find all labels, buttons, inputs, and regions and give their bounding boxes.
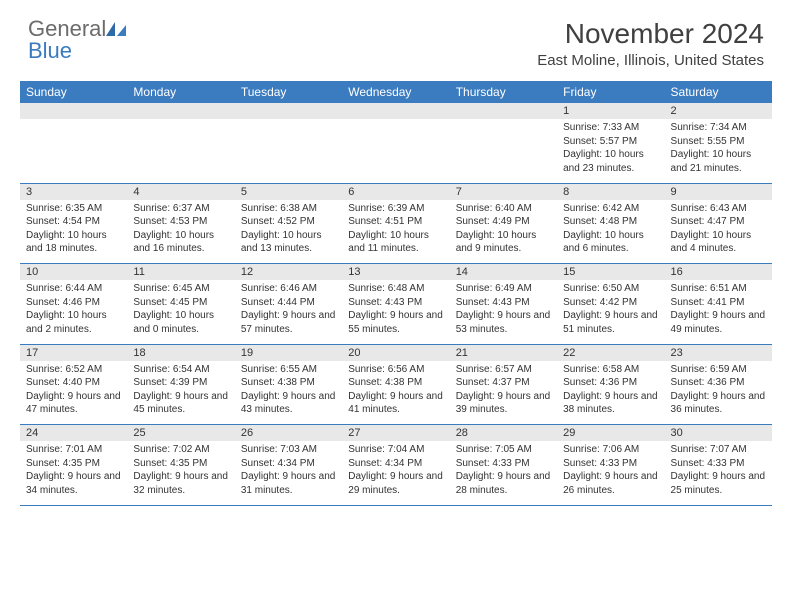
day-number-cell bbox=[127, 103, 234, 119]
day-detail-cell: Sunrise: 6:42 AMSunset: 4:48 PMDaylight:… bbox=[557, 200, 664, 264]
day-detail-cell: Sunrise: 7:07 AMSunset: 4:33 PMDaylight:… bbox=[665, 441, 772, 505]
day-detail-cell: Sunrise: 6:52 AMSunset: 4:40 PMDaylight:… bbox=[20, 361, 127, 425]
day-detail-cell: Sunrise: 6:40 AMSunset: 4:49 PMDaylight:… bbox=[450, 200, 557, 264]
day-detail-cell: Sunrise: 7:34 AMSunset: 5:55 PMDaylight:… bbox=[665, 119, 772, 183]
day-detail-cell: Sunrise: 6:39 AMSunset: 4:51 PMDaylight:… bbox=[342, 200, 449, 264]
day-header-monday: Monday bbox=[127, 81, 234, 103]
day-detail-cell: Sunrise: 6:56 AMSunset: 4:38 PMDaylight:… bbox=[342, 361, 449, 425]
day-number-cell: 16 bbox=[665, 264, 772, 281]
week-0-detail-row: Sunrise: 7:33 AMSunset: 5:57 PMDaylight:… bbox=[20, 119, 772, 183]
logo-part2: Blue bbox=[28, 38, 72, 63]
day-number-cell: 26 bbox=[235, 425, 342, 442]
logo-text: General Blue bbox=[28, 18, 126, 62]
day-number-cell: 24 bbox=[20, 425, 127, 442]
day-detail-cell: Sunrise: 6:57 AMSunset: 4:37 PMDaylight:… bbox=[450, 361, 557, 425]
day-number-cell: 28 bbox=[450, 425, 557, 442]
day-number-cell: 13 bbox=[342, 264, 449, 281]
day-detail-cell: Sunrise: 6:59 AMSunset: 4:36 PMDaylight:… bbox=[665, 361, 772, 425]
day-detail-cell: Sunrise: 6:44 AMSunset: 4:46 PMDaylight:… bbox=[20, 280, 127, 344]
day-number-cell: 15 bbox=[557, 264, 664, 281]
week-1-detail-row: Sunrise: 6:35 AMSunset: 4:54 PMDaylight:… bbox=[20, 200, 772, 264]
location-text: East Moline, Illinois, United States bbox=[537, 52, 764, 69]
calendar-table: SundayMondayTuesdayWednesdayThursdayFrid… bbox=[20, 81, 772, 506]
week-2-daynum-row: 10111213141516 bbox=[20, 264, 772, 281]
day-header-tuesday: Tuesday bbox=[235, 81, 342, 103]
logo-sail-icon bbox=[106, 22, 126, 36]
day-detail-cell: Sunrise: 6:48 AMSunset: 4:43 PMDaylight:… bbox=[342, 280, 449, 344]
week-0-daynum-row: 12 bbox=[20, 103, 772, 119]
day-header-friday: Friday bbox=[557, 81, 664, 103]
day-number-cell: 19 bbox=[235, 344, 342, 361]
day-detail-cell: Sunrise: 7:04 AMSunset: 4:34 PMDaylight:… bbox=[342, 441, 449, 505]
day-detail-cell: Sunrise: 6:58 AMSunset: 4:36 PMDaylight:… bbox=[557, 361, 664, 425]
day-number-cell: 29 bbox=[557, 425, 664, 442]
day-detail-cell: Sunrise: 6:51 AMSunset: 4:41 PMDaylight:… bbox=[665, 280, 772, 344]
day-number-cell bbox=[235, 103, 342, 119]
day-number-cell: 2 bbox=[665, 103, 772, 119]
day-number-cell: 1 bbox=[557, 103, 664, 119]
week-1-daynum-row: 3456789 bbox=[20, 183, 772, 200]
day-number-cell: 25 bbox=[127, 425, 234, 442]
day-number-cell: 8 bbox=[557, 183, 664, 200]
day-number-cell: 7 bbox=[450, 183, 557, 200]
day-header-wednesday: Wednesday bbox=[342, 81, 449, 103]
day-detail-cell: Sunrise: 6:35 AMSunset: 4:54 PMDaylight:… bbox=[20, 200, 127, 264]
day-number-cell: 20 bbox=[342, 344, 449, 361]
logo: General Blue bbox=[28, 18, 126, 62]
week-3-daynum-row: 17181920212223 bbox=[20, 344, 772, 361]
day-detail-cell: Sunrise: 7:05 AMSunset: 4:33 PMDaylight:… bbox=[450, 441, 557, 505]
day-number-cell: 3 bbox=[20, 183, 127, 200]
calendar-header-row: SundayMondayTuesdayWednesdayThursdayFrid… bbox=[20, 81, 772, 103]
day-number-cell: 5 bbox=[235, 183, 342, 200]
day-detail-cell: Sunrise: 6:37 AMSunset: 4:53 PMDaylight:… bbox=[127, 200, 234, 264]
day-detail-cell: Sunrise: 6:43 AMSunset: 4:47 PMDaylight:… bbox=[665, 200, 772, 264]
day-number-cell: 6 bbox=[342, 183, 449, 200]
day-detail-cell: Sunrise: 7:06 AMSunset: 4:33 PMDaylight:… bbox=[557, 441, 664, 505]
day-detail-cell: Sunrise: 7:03 AMSunset: 4:34 PMDaylight:… bbox=[235, 441, 342, 505]
day-number-cell: 9 bbox=[665, 183, 772, 200]
day-detail-cell: Sunrise: 6:49 AMSunset: 4:43 PMDaylight:… bbox=[450, 280, 557, 344]
week-4-detail-row: Sunrise: 7:01 AMSunset: 4:35 PMDaylight:… bbox=[20, 441, 772, 505]
day-number-cell: 21 bbox=[450, 344, 557, 361]
day-number-cell: 27 bbox=[342, 425, 449, 442]
day-number-cell: 23 bbox=[665, 344, 772, 361]
title-block: November 2024 East Moline, Illinois, Uni… bbox=[537, 18, 764, 69]
day-number-cell: 11 bbox=[127, 264, 234, 281]
day-detail-cell bbox=[20, 119, 127, 183]
day-detail-cell bbox=[342, 119, 449, 183]
day-detail-cell: Sunrise: 6:50 AMSunset: 4:42 PMDaylight:… bbox=[557, 280, 664, 344]
week-4-daynum-row: 24252627282930 bbox=[20, 425, 772, 442]
day-detail-cell bbox=[450, 119, 557, 183]
day-number-cell bbox=[450, 103, 557, 119]
day-number-cell bbox=[20, 103, 127, 119]
header: General Blue November 2024 East Moline, … bbox=[0, 0, 792, 73]
day-number-cell: 4 bbox=[127, 183, 234, 200]
week-2-detail-row: Sunrise: 6:44 AMSunset: 4:46 PMDaylight:… bbox=[20, 280, 772, 344]
day-number-cell: 14 bbox=[450, 264, 557, 281]
day-number-cell: 10 bbox=[20, 264, 127, 281]
day-number-cell bbox=[342, 103, 449, 119]
day-detail-cell: Sunrise: 7:02 AMSunset: 4:35 PMDaylight:… bbox=[127, 441, 234, 505]
day-detail-cell: Sunrise: 7:33 AMSunset: 5:57 PMDaylight:… bbox=[557, 119, 664, 183]
day-detail-cell: Sunrise: 6:38 AMSunset: 4:52 PMDaylight:… bbox=[235, 200, 342, 264]
day-number-cell: 17 bbox=[20, 344, 127, 361]
day-detail-cell: Sunrise: 6:45 AMSunset: 4:45 PMDaylight:… bbox=[127, 280, 234, 344]
day-detail-cell bbox=[235, 119, 342, 183]
week-3-detail-row: Sunrise: 6:52 AMSunset: 4:40 PMDaylight:… bbox=[20, 361, 772, 425]
day-header-thursday: Thursday bbox=[450, 81, 557, 103]
day-detail-cell bbox=[127, 119, 234, 183]
day-detail-cell: Sunrise: 6:54 AMSunset: 4:39 PMDaylight:… bbox=[127, 361, 234, 425]
day-detail-cell: Sunrise: 7:01 AMSunset: 4:35 PMDaylight:… bbox=[20, 441, 127, 505]
day-header-saturday: Saturday bbox=[665, 81, 772, 103]
day-detail-cell: Sunrise: 6:55 AMSunset: 4:38 PMDaylight:… bbox=[235, 361, 342, 425]
day-header-sunday: Sunday bbox=[20, 81, 127, 103]
day-number-cell: 22 bbox=[557, 344, 664, 361]
day-detail-cell: Sunrise: 6:46 AMSunset: 4:44 PMDaylight:… bbox=[235, 280, 342, 344]
day-number-cell: 12 bbox=[235, 264, 342, 281]
month-title: November 2024 bbox=[537, 18, 764, 50]
day-number-cell: 18 bbox=[127, 344, 234, 361]
day-number-cell: 30 bbox=[665, 425, 772, 442]
